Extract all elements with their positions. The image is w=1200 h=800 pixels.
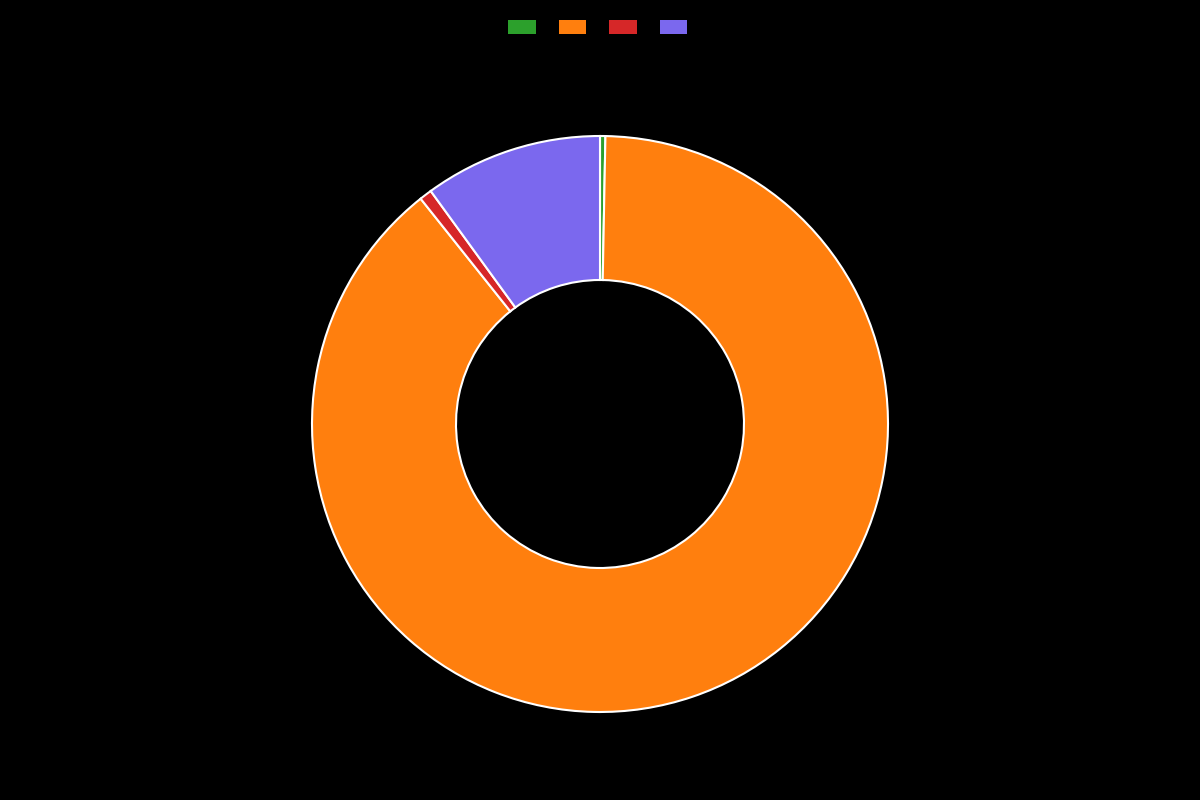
Wedge shape xyxy=(431,136,600,307)
Wedge shape xyxy=(312,136,888,712)
Wedge shape xyxy=(421,191,515,311)
Wedge shape xyxy=(600,136,606,280)
Legend: , , , : , , , xyxy=(503,14,697,42)
